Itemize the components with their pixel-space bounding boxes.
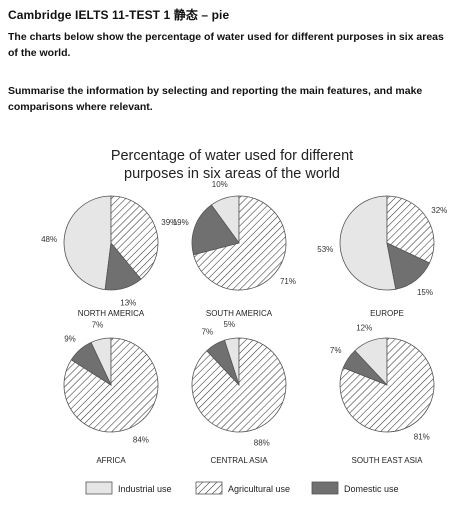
legend-label: Agricultural use bbox=[228, 484, 290, 494]
chart-title-line: Percentage of water used for different bbox=[111, 148, 353, 164]
pie-chart: 5% 88% 7% CENTRAL ASIA bbox=[191, 320, 287, 465]
slice-percent-label: 88% bbox=[254, 439, 270, 448]
slice-percent-label: 39% bbox=[161, 218, 177, 227]
slice-percent-label: 9% bbox=[64, 335, 76, 344]
pie-chart: 7% 84% 9% AFRICA bbox=[63, 321, 159, 465]
legend-label: Industrial use bbox=[118, 484, 172, 494]
region-label: EUROPE bbox=[370, 309, 404, 318]
agricultural-slice bbox=[110, 195, 159, 280]
page-heading: Cambridge IELTS 11-TEST 1 静态 – pie bbox=[8, 8, 230, 22]
chart-legend: Industrial use Agricultural use Domestic u… bbox=[85, 481, 399, 495]
domestic-slice bbox=[104, 242, 142, 291]
task-instruction: Summarise the information by selecting a… bbox=[8, 85, 423, 113]
legend-item: Agricultural use bbox=[195, 481, 290, 495]
legend-swatch bbox=[85, 481, 113, 495]
region-label: AFRICA bbox=[96, 456, 126, 465]
slice-percent-label: 71% bbox=[280, 277, 296, 286]
slice-percent-label: 32% bbox=[431, 206, 447, 215]
chart-title-line: purposes in six areas of the world bbox=[124, 166, 340, 182]
legend-swatch bbox=[195, 481, 223, 495]
slice-percent-label: 15% bbox=[417, 288, 433, 297]
domestic-slice bbox=[386, 242, 431, 290]
domestic-slice bbox=[342, 350, 388, 386]
legend-item: Industrial use bbox=[85, 481, 172, 495]
legend-swatch bbox=[311, 481, 339, 495]
slice-percent-label: 5% bbox=[224, 320, 236, 329]
domestic-slice bbox=[191, 204, 240, 256]
pie-chart: 10% 71% 19% SOUTH AMERICA bbox=[173, 180, 296, 318]
pie-charts-figure: Percentage of water used for different pu… bbox=[41, 148, 447, 495]
slice-percent-label: 84% bbox=[133, 435, 149, 444]
slice-percent-label: 10% bbox=[212, 180, 228, 189]
legend-item: Domestic use bbox=[311, 481, 399, 495]
chart-title: Percentage of water used for different pu… bbox=[111, 148, 353, 182]
pies-group: 48% 39% 13%NORTH AMERICA 10% 71% 19% SOUTH AME… bbox=[41, 180, 447, 465]
domestic-slice bbox=[70, 341, 112, 387]
pie-chart: 53% 32% 15% EUROPE bbox=[317, 195, 447, 318]
slice-percent-label: 81% bbox=[414, 432, 430, 441]
pie-chart: 12% 81% 7% SOUTH EAST ASIA bbox=[330, 323, 435, 465]
agricultural-slice bbox=[386, 195, 435, 264]
legend-label: Domestic use bbox=[344, 484, 399, 494]
industrial-slice bbox=[63, 195, 112, 291]
pie-chart: 48% 39% 13%NORTH AMERICA bbox=[41, 195, 177, 318]
slice-percent-label: 7% bbox=[202, 328, 214, 337]
region-label: SOUTH AMERICA bbox=[206, 309, 273, 318]
slice-percent-label: 13% bbox=[120, 299, 136, 308]
agricultural-slice bbox=[192, 195, 287, 291]
industrial-slice bbox=[339, 195, 397, 291]
region-label: CENTRAL ASIA bbox=[210, 456, 268, 465]
region-label: SOUTH EAST ASIA bbox=[352, 456, 424, 465]
slice-percent-label: 19% bbox=[173, 218, 189, 227]
slice-percent-label: 53% bbox=[317, 245, 333, 254]
slice-percent-label: 7% bbox=[330, 346, 342, 355]
domestic-slice bbox=[206, 339, 240, 386]
task-intro: The charts below show the percentage of … bbox=[8, 31, 444, 59]
slice-percent-label: 48% bbox=[41, 235, 57, 244]
slice-percent-label: 7% bbox=[92, 321, 104, 330]
region-label: NORTH AMERICA bbox=[78, 309, 145, 318]
slice-percent-label: 12% bbox=[356, 323, 372, 332]
